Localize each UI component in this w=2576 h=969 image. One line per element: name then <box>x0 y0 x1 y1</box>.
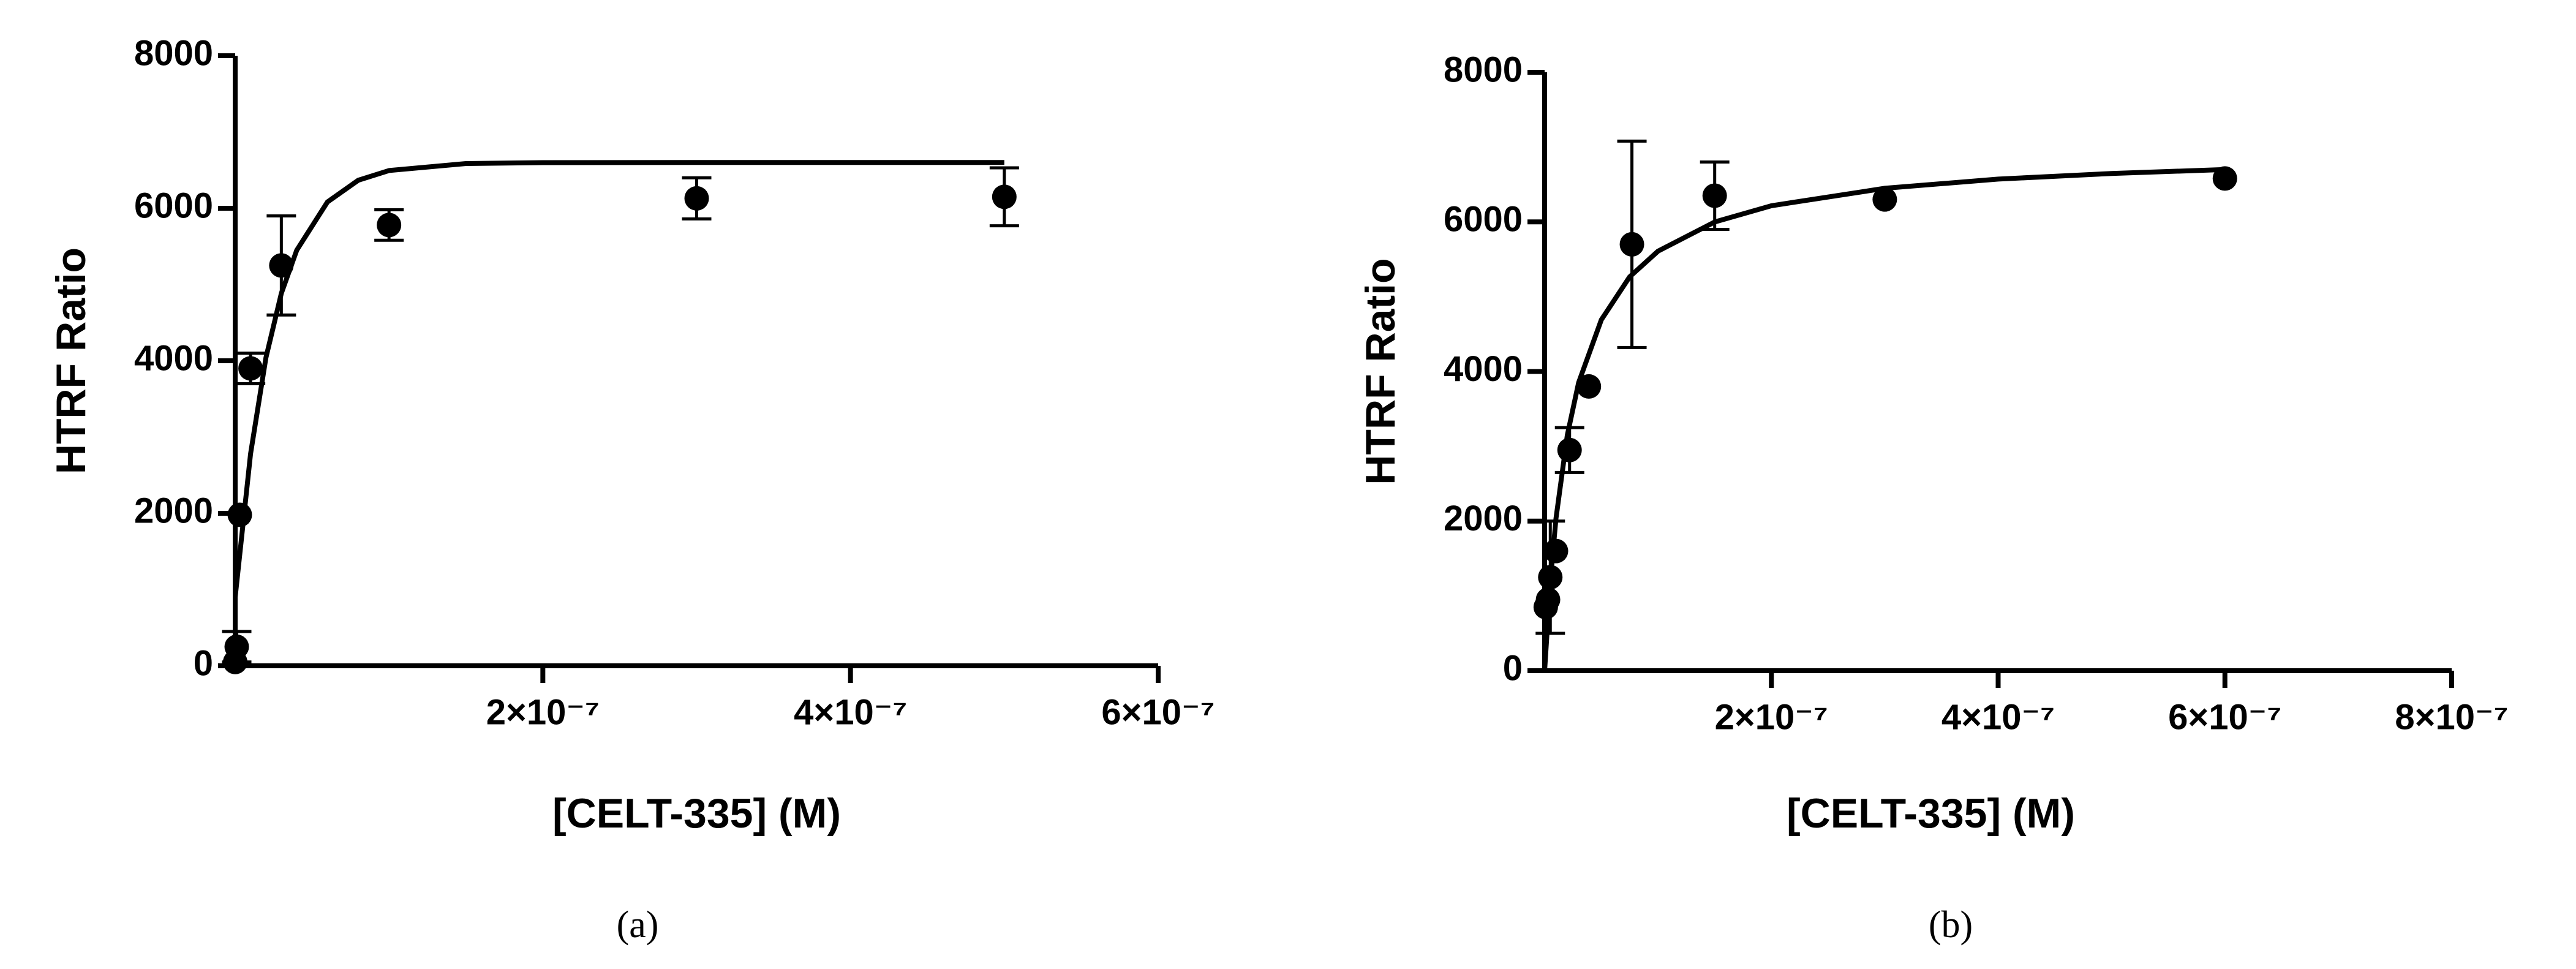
caption: (a) <box>617 904 659 946</box>
x-axis-title: [CELT-335] (M) <box>552 790 841 837</box>
data-point <box>2212 166 2237 191</box>
data-point <box>992 184 1017 209</box>
data-point <box>238 356 263 381</box>
data-point <box>1538 565 1563 590</box>
y-tick-label: 0 <box>194 643 213 683</box>
data-point <box>684 186 709 211</box>
data-point <box>1576 374 1602 399</box>
y-tick-label: 6000 <box>1444 200 1523 239</box>
x-tick-label: 4×10⁻⁷ <box>794 692 907 732</box>
y-tick-label: 2000 <box>1444 499 1523 538</box>
y-tick-label: 8000 <box>134 33 213 73</box>
y-tick-label: 6000 <box>134 186 213 225</box>
y-tick-label: 2000 <box>134 491 213 530</box>
y-axis-title: HTRF Ratio <box>48 247 94 474</box>
y-tick-label: 4000 <box>1444 349 1523 389</box>
x-tick-label: 8×10⁻⁷ <box>2395 697 2508 737</box>
data-point <box>227 502 252 527</box>
data-point <box>1557 437 1582 462</box>
x-tick-label: 2×10⁻⁷ <box>1715 697 1828 737</box>
data-point <box>269 253 294 278</box>
fit-curve <box>1542 167 2225 671</box>
y-tick-label: 4000 <box>134 338 213 378</box>
x-tick-label: 6×10⁻⁷ <box>1101 692 1215 732</box>
y-tick-label: 0 <box>1503 648 1523 688</box>
caption: (b) <box>1929 904 1973 946</box>
data-point <box>377 213 402 238</box>
data-point <box>1872 187 1897 212</box>
data-point <box>1619 232 1644 257</box>
y-tick-label: 8000 <box>1444 50 1523 89</box>
data-point <box>1535 587 1561 612</box>
data-point <box>1543 538 1569 564</box>
y-axis-title: HTRF Ratio <box>1357 258 1404 484</box>
data-point <box>1702 183 1727 208</box>
x-tick-label: 4×10⁻⁷ <box>1941 697 2055 737</box>
fit-curve <box>233 160 1004 598</box>
x-tick-label: 6×10⁻⁷ <box>2168 697 2281 737</box>
x-axis-title: [CELT-335] (M) <box>1787 790 2075 837</box>
data-point <box>224 634 249 659</box>
x-tick-label: 2×10⁻⁷ <box>486 692 600 732</box>
